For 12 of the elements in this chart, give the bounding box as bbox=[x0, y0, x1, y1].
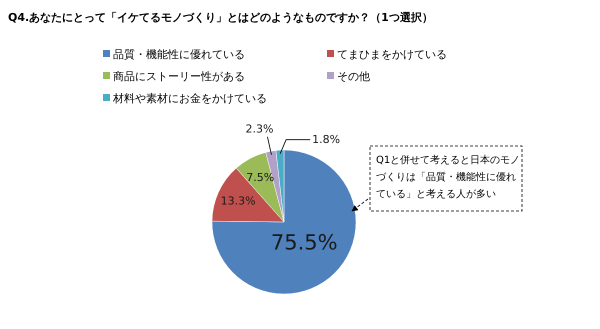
legend-label: 材料や素材にお金をかけている bbox=[112, 92, 267, 105]
chart-title: Q4.あなたにとって「イケてるモノづくり」とはどのようなものですか？（1つ選択） bbox=[8, 11, 433, 24]
legend-label: 商品にストーリー性がある bbox=[113, 70, 245, 83]
data-label: 75.5% bbox=[270, 230, 338, 254]
pie-slice bbox=[212, 150, 356, 294]
data-label: 2.3% bbox=[245, 122, 274, 136]
data-label: 1.8% bbox=[312, 133, 340, 146]
text: Q1と併せて考えると日本のモノづくりは「品質・機能性に優れている」と考える人が多い bbox=[376, 154, 520, 200]
legend-label: てまひまをかけている bbox=[337, 48, 447, 61]
legend-label: その他 bbox=[337, 70, 370, 83]
data-label: 13.3% bbox=[220, 194, 256, 208]
legend-label: 品質・機能性に優れている bbox=[113, 48, 245, 61]
